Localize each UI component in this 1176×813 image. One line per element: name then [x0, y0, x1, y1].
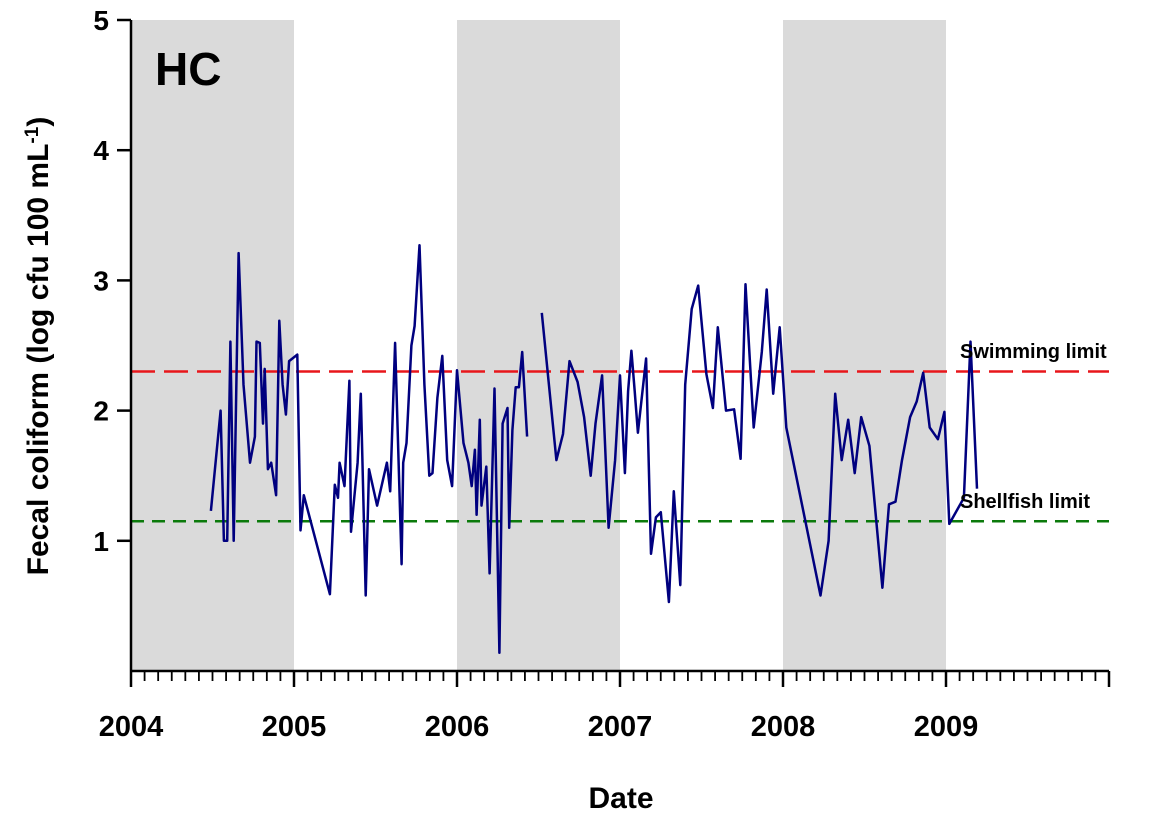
y-tick-label: 1 [93, 526, 109, 557]
shaded-year-bands [131, 20, 946, 671]
x-tick-label: 2004 [99, 711, 164, 743]
axes: 1 2 3 4 5 2004 2005 2006 2007 2008 2009 [93, 5, 1111, 743]
shaded-year-band [457, 20, 620, 671]
y-tick-label: 5 [93, 5, 109, 36]
swimming-limit-label: Swimming limit [960, 341, 1107, 363]
y-axis-title: Fecal coliform (log cfu 100 mL-1) [22, 117, 56, 576]
y-axis-title-superscript: -1 [22, 126, 43, 143]
x-tick-label: 2005 [262, 711, 327, 743]
y-axis-title-close: ) [22, 117, 55, 127]
reference-lines [131, 370, 1109, 523]
y-tick-label: 3 [93, 265, 109, 296]
x-tick-label: 2009 [914, 711, 979, 743]
series-lines [209, 243, 979, 655]
y-axis-title-main: Fecal coliform (log cfu 100 mL [22, 144, 55, 576]
x-tick-label: 2006 [425, 711, 490, 743]
panel-label: HC [155, 43, 221, 95]
shaded-year-band [131, 20, 294, 671]
x-tick-label: 2008 [751, 711, 816, 743]
fecal-coliform-series-line [540, 283, 979, 604]
shellfish-limit-label: Shellfish limit [960, 491, 1090, 513]
x-axis-title: Date [588, 782, 653, 813]
x-tick-label: 2007 [588, 711, 653, 743]
y-tick-label: 2 [93, 396, 109, 427]
shaded-year-band [783, 20, 946, 671]
y-tick-label: 4 [93, 135, 109, 166]
fecal-coliform-series-line [209, 243, 529, 655]
